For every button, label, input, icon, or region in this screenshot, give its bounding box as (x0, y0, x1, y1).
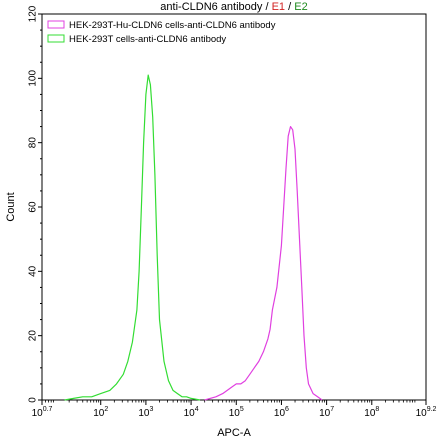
legend-label: HEK-293T-Hu-CLDN6 cells-anti-CLDN6 antib… (69, 20, 276, 31)
plot-frame (41, 13, 427, 401)
legend-swatch (47, 20, 65, 29)
x-tick-label: 108 (364, 406, 379, 419)
chart-title-part: E1 (272, 1, 285, 13)
series-line-control (64, 74, 201, 401)
chart-title: anti-CLDN6 antibody / E1 / E2 (160, 1, 307, 13)
chart-title-part: / (285, 1, 294, 13)
x-tick-label: 103 (138, 406, 153, 419)
x-tick-label: 100.7 (32, 406, 53, 419)
legend-swatch (47, 34, 65, 43)
series-line-hu-cldn6 (204, 125, 323, 401)
legend-label: HEK-293T cells-anti-CLDN6 antibody (69, 34, 226, 45)
y-tick-label: 20 (28, 330, 39, 342)
x-tick-label: 107 (319, 406, 334, 419)
x-tick-label: 104 (184, 406, 199, 419)
y-tick-label: 80 (28, 137, 39, 149)
x-tick-label: 106 (274, 406, 289, 419)
chart-title-part: / (262, 1, 271, 13)
x-axis-title: APC-A (217, 427, 251, 439)
chart-title-part: anti-CLDN6 antibody (160, 1, 263, 13)
y-axis-title: Count (5, 192, 17, 221)
legend: HEK-293T-Hu-CLDN6 cells-anti-CLDN6 antib… (47, 20, 276, 45)
y-tick-label: 120 (28, 5, 39, 22)
chart-title-part: E2 (294, 1, 307, 13)
y-tick-label: 40 (28, 265, 39, 277)
x-tick-label: 102 (93, 406, 108, 419)
x-tick-label: 109.2 (416, 406, 437, 419)
y-tick-label: 0 (28, 397, 39, 403)
y-tick-label: 100 (28, 70, 39, 87)
y-tick-label: 60 (28, 201, 39, 213)
x-tick-label: 105 (229, 406, 244, 419)
